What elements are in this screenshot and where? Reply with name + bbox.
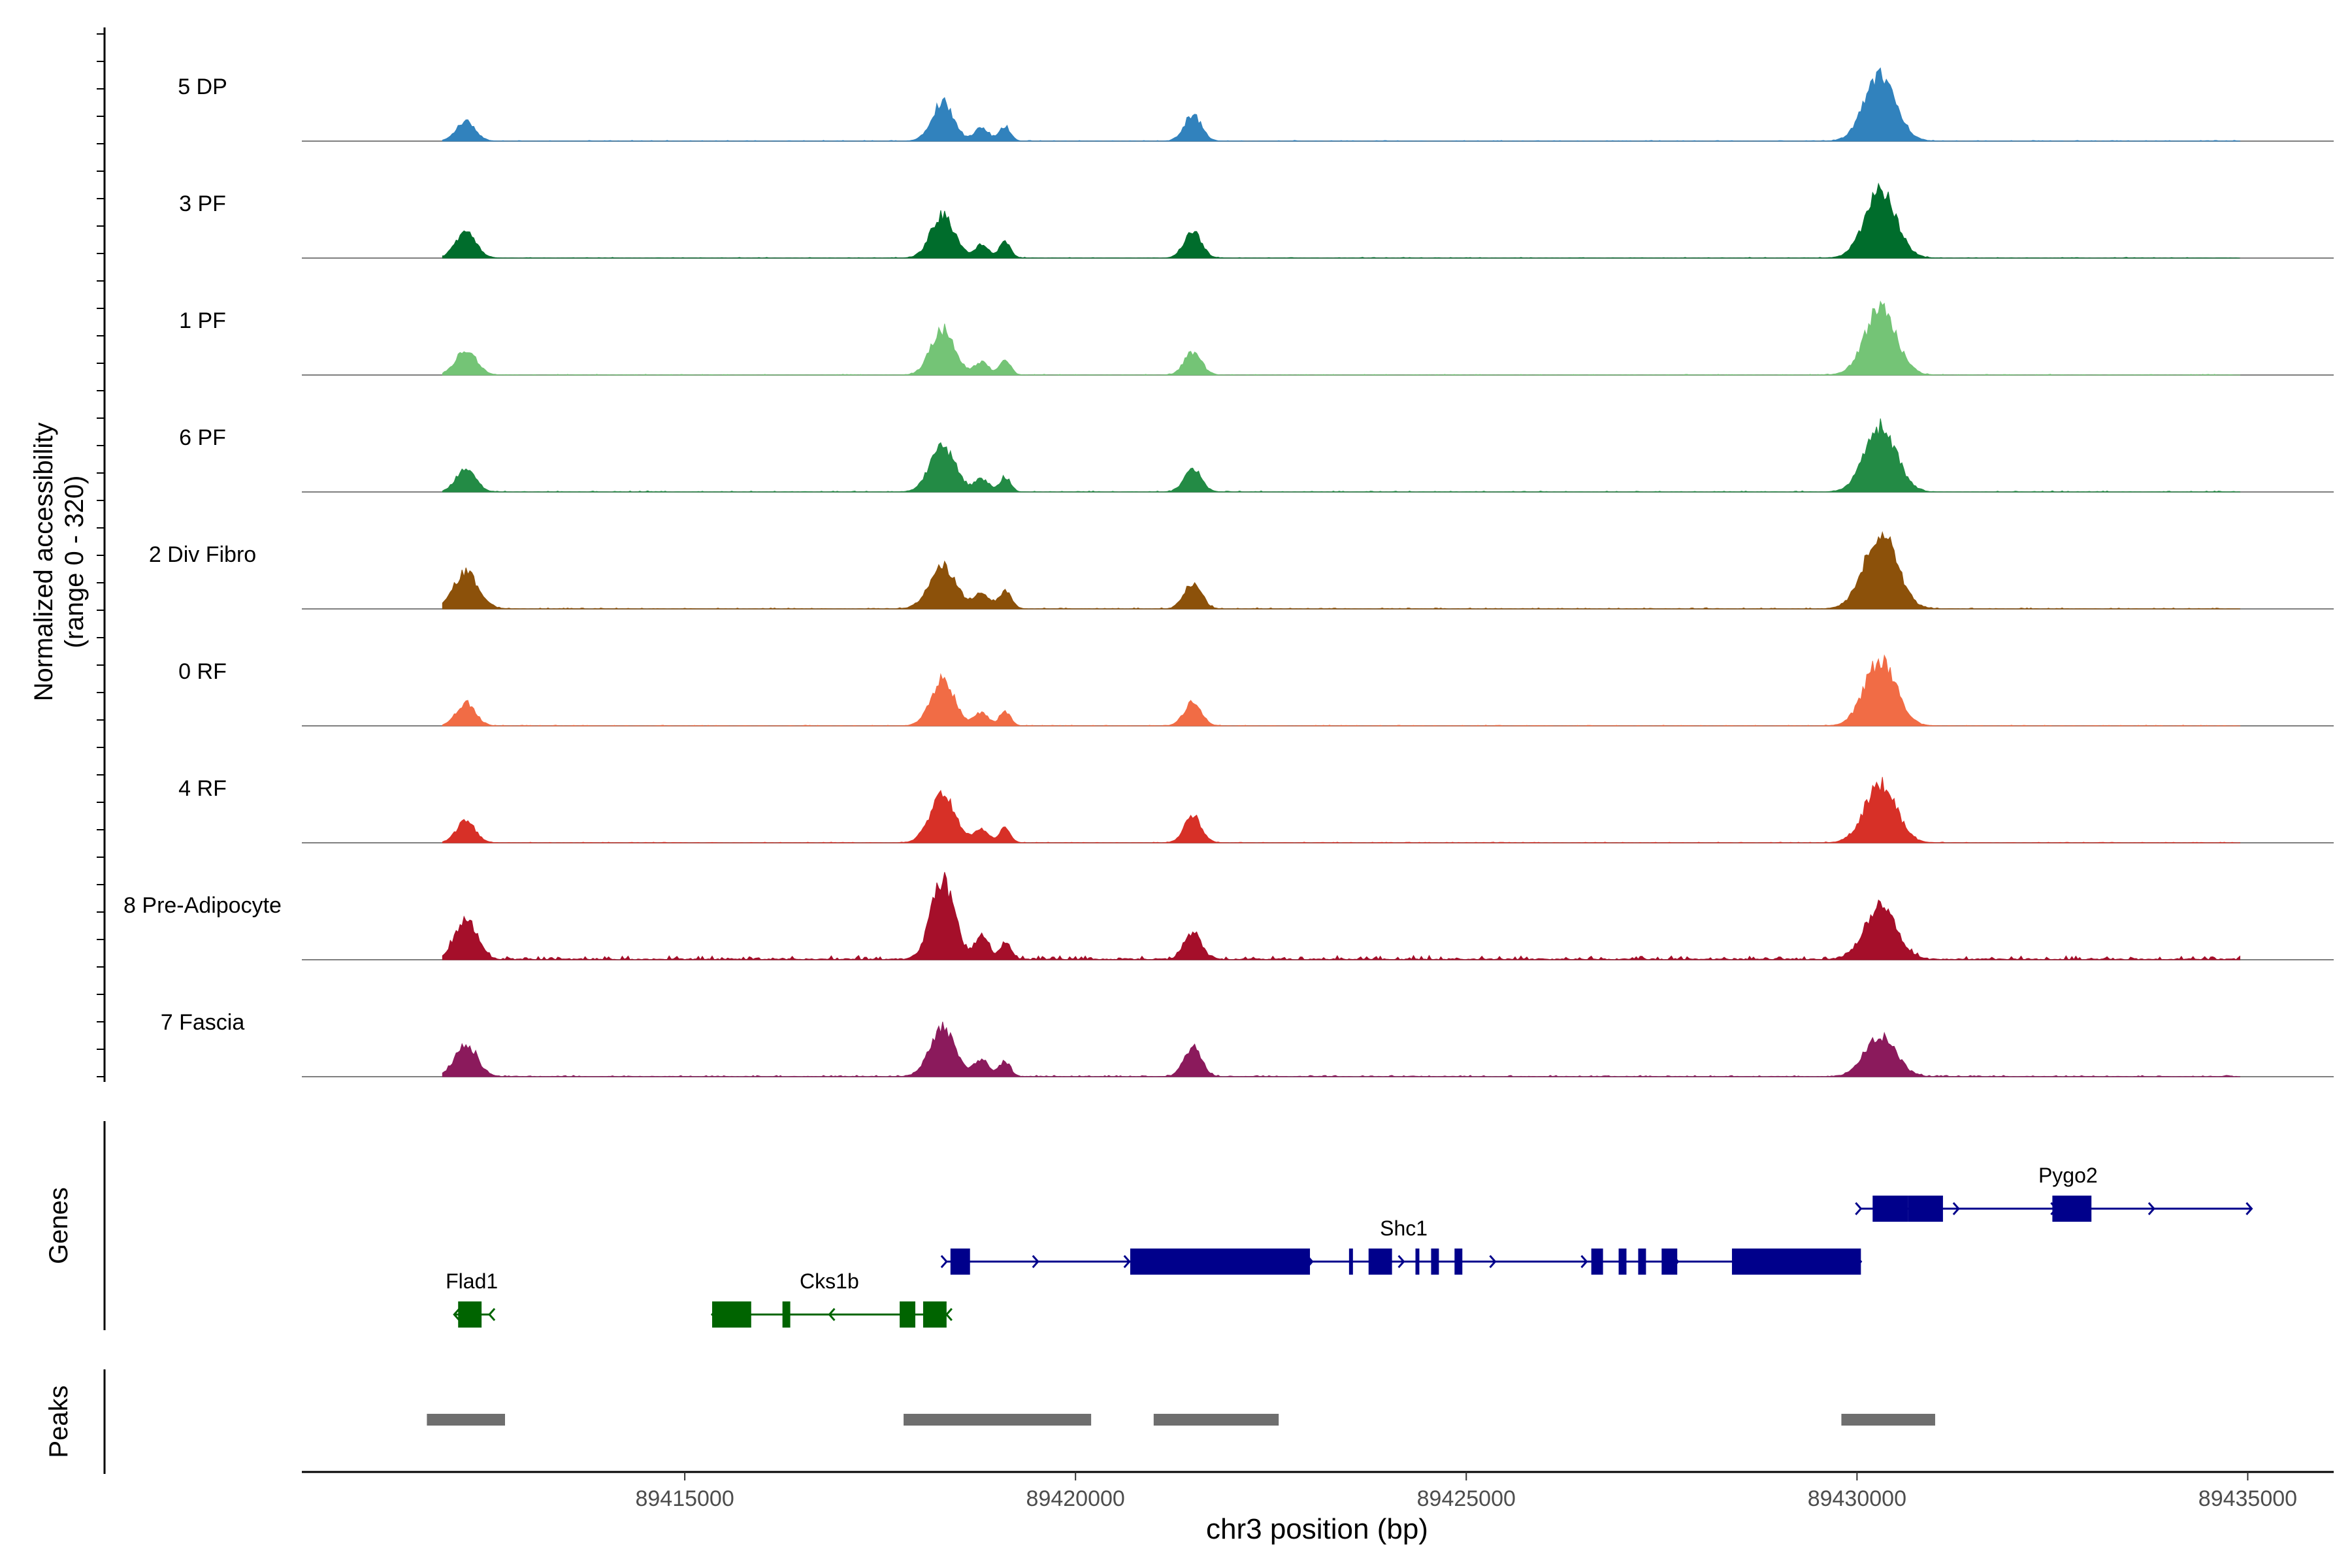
x-axis-tick-label: 89415000: [635, 1486, 734, 1511]
track-label: 4 RF: [178, 776, 227, 801]
track-label: 3 PF: [179, 191, 226, 216]
y-axis-label-line2: (range 0 - 320): [60, 476, 89, 649]
gene-exon: [1431, 1249, 1439, 1275]
track-label: 8 Pre-Adipocyte: [123, 893, 282, 918]
gene-exon: [950, 1249, 970, 1275]
genes-panel-label: Genes: [44, 1187, 73, 1264]
coverage-area: [442, 654, 2240, 727]
gene-exon: [1348, 1249, 1353, 1275]
track-label: 7 Fascia: [161, 1010, 245, 1035]
coverage-area: [442, 777, 2240, 843]
strand-chevron: [2246, 1202, 2253, 1215]
gene-flad1: Flad1: [446, 1269, 498, 1328]
coverage-area: [442, 67, 2240, 142]
coverage-tracks: 5 DP 3 PF 1 PF 6 PF 2 Div Fibro 0 RF 4 RF 8 Pre…: [123, 67, 2334, 1077]
gene-exon: [1591, 1249, 1603, 1275]
gene-exon: [1731, 1249, 1861, 1275]
gene-shc1: Shc1: [940, 1217, 1863, 1275]
track-3: 1 PF: [179, 300, 2334, 376]
peak-region: [1153, 1414, 1279, 1426]
track-label: 5 DP: [178, 74, 227, 99]
strand-chevron: [940, 1255, 948, 1268]
strand-chevron: [1123, 1255, 1131, 1268]
peak-region: [1841, 1414, 1935, 1426]
track-5: 2 Div Fibro: [149, 531, 2334, 610]
gene-exon: [1454, 1249, 1463, 1275]
genes-track: Flad1 Cks1b Shc1 Pygo2: [446, 1164, 2253, 1328]
gene-exon: [1872, 1196, 1908, 1222]
gene-exon: [1661, 1249, 1678, 1275]
peaks-track: [427, 1414, 1935, 1426]
gene-exon: [1908, 1196, 1943, 1222]
gene-exon: [1618, 1249, 1627, 1275]
peak-region: [904, 1414, 1092, 1426]
gene-exon: [782, 1301, 791, 1328]
gene-label: Cks1b: [800, 1269, 859, 1293]
gene-exon: [1130, 1249, 1311, 1275]
y-axis-label-line1: Normalized accessibility: [29, 423, 58, 702]
track-label: 6 PF: [179, 425, 226, 450]
x-axis-tick-label: 89420000: [1026, 1486, 1125, 1511]
track-8: 8 Pre-Adipocyte: [123, 872, 2334, 960]
track-1: 5 DP: [178, 67, 2334, 142]
gene-exon: [458, 1301, 482, 1328]
strand-chevron: [1489, 1255, 1497, 1268]
strand-chevron: [828, 1308, 836, 1321]
x-axis-tick-label: 89435000: [2198, 1486, 2297, 1511]
track-9: 7 Fascia: [161, 1010, 2334, 1077]
gene-pygo2: Pygo2: [1855, 1164, 2253, 1222]
gene-exon: [1415, 1249, 1420, 1275]
track-2: 3 PF: [179, 182, 2334, 259]
strand-chevron: [945, 1308, 953, 1321]
coverage-area: [442, 872, 2240, 960]
strand-chevron: [453, 1308, 461, 1321]
track-6: 0 RF: [178, 654, 2334, 727]
strand-chevron: [1580, 1255, 1588, 1268]
coverage-area: [442, 300, 2240, 376]
strand-chevron: [2148, 1202, 2155, 1215]
strand-chevron: [1855, 1202, 1863, 1215]
strand-chevron: [1952, 1202, 1960, 1215]
gene-cks1b: Cks1b: [710, 1269, 953, 1328]
gene-exon: [1638, 1249, 1646, 1275]
strand-chevron: [1397, 1255, 1405, 1268]
strand-chevron: [1032, 1255, 1039, 1268]
track-label: 0 RF: [178, 659, 227, 684]
track-label: 1 PF: [179, 308, 226, 333]
gene-exon: [711, 1301, 751, 1328]
strand-chevron: [488, 1308, 496, 1321]
gene-exon: [900, 1301, 915, 1328]
gene-label: Shc1: [1380, 1217, 1428, 1240]
gene-exon: [923, 1301, 947, 1328]
track-7: 4 RF: [178, 776, 2334, 843]
track-label: 2 Div Fibro: [149, 542, 256, 567]
coverage-area: [442, 182, 2240, 259]
gene-label: Flad1: [446, 1269, 498, 1293]
track-4: 6 PF: [179, 418, 2334, 493]
x-axis-label: chr3 position (bp): [1206, 1513, 1428, 1545]
peaks-panel-label: Peaks: [44, 1385, 73, 1458]
coverage-y-axis: [97, 27, 106, 1082]
gene-label: Pygo2: [2038, 1164, 2098, 1187]
gene-exon: [1368, 1249, 1392, 1275]
gene-exon: [2052, 1196, 2092, 1222]
coverage-area: [442, 531, 2240, 610]
x-axis-tick-label: 89425000: [1417, 1486, 1516, 1511]
coverage-area: [442, 1021, 2240, 1077]
peak-region: [427, 1414, 505, 1426]
coverage-area: [442, 418, 2240, 493]
x-axis-tick-label: 89430000: [1808, 1486, 1906, 1511]
x-axis: 89415000 89420000 89425000 89430000 89435000: [635, 1472, 2297, 1511]
